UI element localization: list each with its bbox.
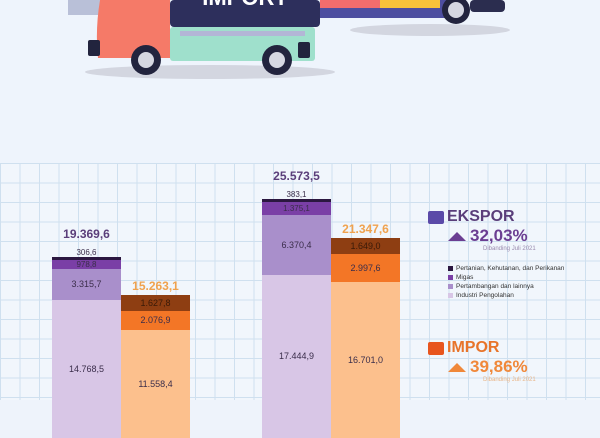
segment-label: 383,1	[286, 190, 307, 200]
legend-label: Migas	[456, 274, 474, 281]
bar-segment: 16.701,0	[331, 281, 400, 438]
legend-item: Industri Pengolahan	[448, 291, 564, 300]
segment-label: 2.076,9	[140, 315, 171, 326]
segment-label: 17.444,9	[278, 351, 315, 362]
segment-label: 978,8	[76, 259, 97, 269]
bar-segment: 14.768,5	[52, 299, 121, 438]
bar-total-label: 15.263,1	[132, 279, 179, 294]
segment-label: 14.768,5	[68, 363, 105, 374]
legend-item: Migas	[448, 273, 564, 282]
box-icon	[428, 341, 444, 355]
banner-title: IMPORT	[202, 0, 288, 10]
bar-segment: 306,6	[52, 248, 121, 260]
legend-swatch	[448, 284, 453, 289]
legend-item: Pertanian, Kehutanan, dan Perikanan	[448, 264, 564, 273]
ekspor-title: EKSPOR	[447, 208, 515, 225]
ekspor-change: 32,03%	[470, 226, 528, 245]
up-triangle-icon	[448, 362, 466, 372]
bar-segment: 1.649,0	[331, 238, 400, 254]
bar-total-label: 21.347,6	[342, 222, 389, 237]
impor-note: Dibanding Juli 2021	[483, 377, 536, 383]
bar-segment: 2.076,9	[121, 310, 190, 330]
legend-label: Industri Pengolahan	[456, 292, 514, 299]
truck-illustration: IMPORT	[0, 0, 600, 163]
impor-panel: IMPOR 39,86% Dibanding Juli 2021	[428, 339, 536, 383]
impor-title: IMPOR	[447, 339, 500, 356]
segment-label: 6.370,4	[281, 240, 312, 251]
legend-swatch	[448, 275, 453, 280]
legend: Pertanian, Kehutanan, dan Perikanan Migas…	[448, 264, 564, 300]
ekspor-panel: EKSPOR 32,03% Dibanding Juli 2021 Pertan…	[428, 208, 564, 300]
segment-label: 16.701,0	[347, 354, 384, 365]
bar-segment: 383,1	[262, 190, 331, 203]
legend-swatch	[448, 293, 453, 298]
bar-total-label: 19.369,6	[63, 226, 110, 241]
bar-segment: 2.997,6	[331, 253, 400, 282]
bar-segment: 3.315,7	[52, 268, 121, 300]
bar-segment: 1.375,1	[262, 202, 331, 216]
bar-segment: 17.444,9	[262, 274, 331, 438]
segment-label: 306,6	[76, 247, 97, 257]
legend-label: Pertambangan dan lainnya	[456, 283, 534, 290]
segment-label: 1.649,0	[350, 241, 381, 252]
segment-label: 2.997,6	[350, 262, 381, 273]
bar-segment: 6.370,4	[262, 215, 331, 275]
bar-segment: 1.627,8	[121, 295, 190, 311]
bar-total-label: 25.573,5	[273, 168, 320, 183]
segment-label: 3.315,7	[71, 279, 102, 290]
truck-icon: IMPORT	[68, 0, 510, 79]
legend-swatch	[448, 266, 453, 271]
bar-segment: 11.558,4	[121, 329, 190, 438]
box-icon	[428, 210, 444, 224]
impor-change: 39,86%	[470, 357, 528, 376]
segment-label: 1.375,1	[283, 204, 310, 214]
segment-label: 1.627,8	[140, 297, 171, 308]
segment-label: 11.558,4	[138, 378, 173, 389]
up-triangle-icon	[448, 231, 466, 241]
legend-item: Pertambangan dan lainnya	[448, 282, 564, 291]
bar-segment: 978,8	[52, 259, 121, 269]
legend-label: Pertanian, Kehutanan, dan Perikanan	[456, 265, 565, 272]
ekspor-note: Dibanding Juli 2021	[483, 246, 536, 252]
